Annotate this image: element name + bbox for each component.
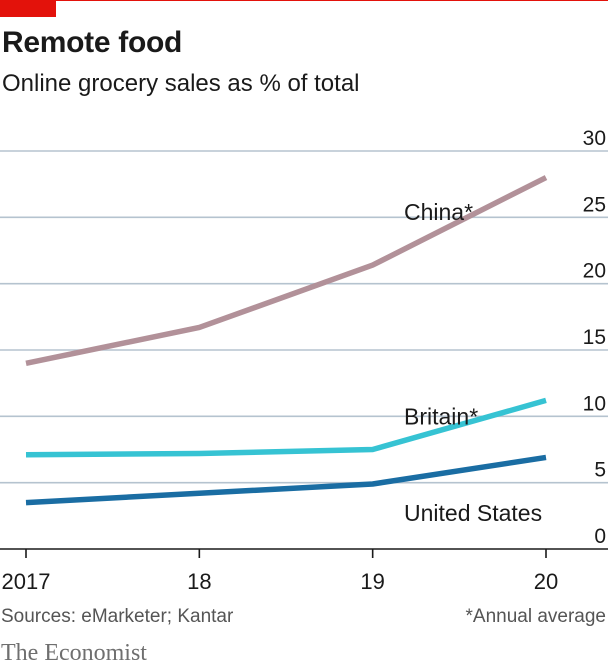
- series-labels: China* Britain* United States: [404, 199, 542, 526]
- y-tick-label-5: 5: [594, 459, 606, 482]
- top-rule: [0, 0, 608, 1]
- sources-note: Sources: eMarketer; Kantar: [1, 606, 234, 627]
- series-label-china: China*: [404, 199, 473, 225]
- y-tick-label-30: 30: [583, 127, 606, 150]
- series-line-britain: [25, 397, 547, 458]
- series-label-britain: Britain*: [404, 403, 478, 429]
- y-axis-tick-labels: 0 5 10 15 20 25 30: [583, 127, 606, 548]
- x-tick-label-2020: 20: [534, 569, 558, 594]
- x-tick-label-2018: 18: [187, 569, 211, 594]
- series-line-china: [25, 175, 548, 366]
- series-label-united-states: United States: [404, 500, 542, 526]
- chart-subtitle: Online grocery sales as % of total: [2, 70, 360, 97]
- y-tick-label-15: 15: [583, 326, 606, 349]
- x-tick-label-2019: 19: [360, 569, 384, 594]
- y-tick-label-0: 0: [594, 525, 606, 548]
- series-line-united-states: [25, 454, 547, 506]
- line-chart: 0 5 10 15 20 25 30 2017 18 19 20 China* Britain* Un…: [0, 127, 608, 594]
- y-tick-label-25: 25: [583, 193, 606, 216]
- footnote: *Annual average: [465, 606, 607, 627]
- series-lines: [25, 175, 548, 506]
- gridlines: [0, 150, 608, 484]
- brand-red-tag: [0, 0, 56, 17]
- y-tick-label-20: 20: [583, 260, 606, 283]
- x-axis: 2017 18 19 20: [0, 548, 608, 594]
- x-tick-label-2017: 2017: [2, 569, 51, 594]
- y-tick-label-10: 10: [583, 392, 606, 415]
- brand-wordmark: The Economist: [1, 640, 147, 666]
- chart-title: Remote food: [2, 26, 183, 59]
